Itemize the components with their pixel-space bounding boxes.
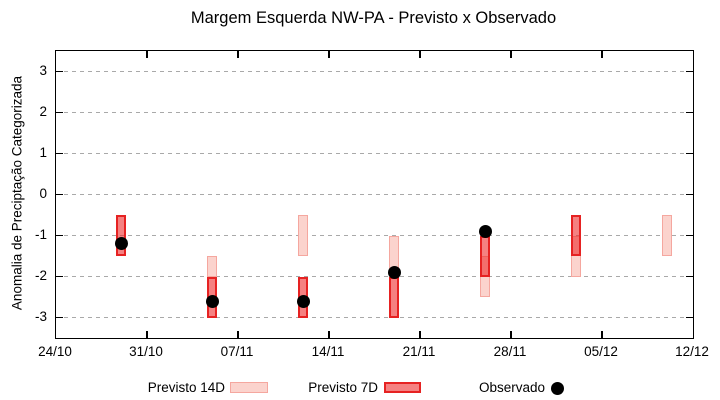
x-tick-label: 28/11 xyxy=(493,344,527,359)
y-tick-mark xyxy=(686,111,693,114)
x-tick-label: 07/11 xyxy=(220,344,254,359)
observed-dot xyxy=(205,294,219,308)
gridline xyxy=(56,317,693,318)
x-tick-label: 14/11 xyxy=(311,344,345,359)
legend-label-previsto-14d: Previsto 14D xyxy=(147,380,225,395)
y-tick-mark xyxy=(686,70,693,73)
y-tick-mark xyxy=(56,152,63,155)
y-tick-label: -1 xyxy=(34,226,47,242)
x-tick-mark xyxy=(419,51,421,58)
y-tick-label: 3 xyxy=(39,62,47,78)
x-tick-mark xyxy=(510,331,512,338)
y-tick-mark xyxy=(56,193,63,196)
gridline xyxy=(56,194,693,195)
gridline xyxy=(56,71,693,72)
legend-label-previsto-7d: Previsto 7D xyxy=(308,380,378,395)
observed-dot xyxy=(387,265,401,279)
chart-title: Margem Esquerda NW-PA - Previsto x Obser… xyxy=(190,9,557,27)
x-tick-label: 12/12 xyxy=(675,344,709,359)
x-tick-mark xyxy=(328,51,330,58)
x-tick-mark xyxy=(146,331,148,338)
x-tick-mark xyxy=(510,51,512,58)
x-tick-mark xyxy=(419,331,421,338)
observed-dot xyxy=(114,237,128,251)
forecast-7d-bar xyxy=(571,215,581,256)
forecast-7d-bar xyxy=(480,235,490,277)
y-tick-mark xyxy=(686,275,693,278)
x-tick-mark xyxy=(601,331,603,338)
x-tick-mark xyxy=(237,51,239,58)
y-tick-mark xyxy=(686,234,693,237)
x-tick-label: 31/10 xyxy=(129,344,163,359)
x-tick-label: 21/11 xyxy=(402,344,436,359)
forecast-14d-bar xyxy=(662,215,672,256)
y-tick-label: -3 xyxy=(34,308,47,324)
observed-dot xyxy=(478,224,492,238)
x-tick-label: 24/10 xyxy=(38,344,72,359)
legend-label-observado: Observado xyxy=(478,380,545,395)
forecast-7d-bar xyxy=(116,215,126,256)
observed-dot xyxy=(296,294,310,308)
y-tick-label: -2 xyxy=(34,267,47,283)
gridline xyxy=(56,153,693,154)
y-tick-label: 1 xyxy=(39,144,47,160)
y-tick-mark xyxy=(686,193,693,196)
y-tick-mark xyxy=(686,152,693,155)
forecast-7d-bar xyxy=(389,276,399,318)
forecast-14d-bar xyxy=(207,256,217,277)
legend-observed-dot-icon xyxy=(551,382,564,395)
y-tick-mark xyxy=(56,70,63,73)
gridline xyxy=(56,276,693,277)
y-tick-mark xyxy=(686,316,693,319)
y-tick-label: 2 xyxy=(39,103,47,119)
y-tick-mark xyxy=(56,316,63,319)
y-tick-label: 0 xyxy=(39,185,47,201)
y-tick-mark xyxy=(56,275,63,278)
x-tick-mark xyxy=(237,331,239,338)
x-tick-label: 05/12 xyxy=(584,344,618,359)
y-tick-mark xyxy=(56,111,63,114)
y-tick-mark xyxy=(56,234,63,237)
x-tick-mark xyxy=(328,331,330,338)
forecast-14d-bar xyxy=(298,215,308,256)
legend-swatch-14d-icon xyxy=(230,382,268,393)
gridline xyxy=(56,235,693,236)
x-tick-mark xyxy=(601,51,603,58)
legend-swatch-7d-icon xyxy=(384,382,421,393)
gridline xyxy=(56,112,693,113)
plot-area xyxy=(55,50,694,339)
x-tick-mark xyxy=(146,51,148,58)
